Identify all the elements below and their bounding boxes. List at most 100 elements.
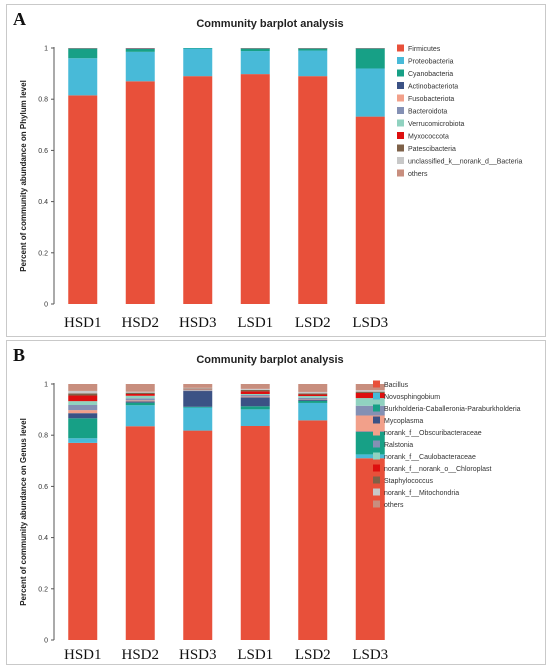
legend-swatch <box>397 69 404 77</box>
legend-swatch <box>397 82 404 89</box>
bar-segment <box>183 48 213 77</box>
legend-swatch <box>373 428 380 436</box>
legend-swatch <box>373 476 380 484</box>
bar-segment <box>240 396 270 398</box>
panel-a: A Community barplot analysis Percent of c… <box>6 4 546 337</box>
bar-segment <box>240 389 270 392</box>
legend-swatch <box>397 94 404 102</box>
legend-label: norank_f__norank_o__Chloroplast <box>384 466 491 473</box>
panel-letter-b: B <box>13 345 26 365</box>
bar-segment <box>240 51 270 75</box>
legend-swatch <box>373 404 380 412</box>
legend-swatch <box>397 119 404 127</box>
bar-segment <box>183 389 213 391</box>
x-tick-label: LSD3 <box>352 315 388 331</box>
bar-segment <box>355 454 385 459</box>
legend-swatch <box>397 44 404 52</box>
bar-segment <box>125 51 155 82</box>
bar-segment <box>298 399 328 400</box>
x-tick-label: LSD2 <box>295 315 331 331</box>
legend-swatch <box>373 452 380 460</box>
legend-label: Mycoplasma <box>384 418 423 425</box>
bar-segment <box>183 430 213 640</box>
x-tick-label: HSD3 <box>179 647 217 663</box>
legend-label: Verrucomicrobiota <box>408 121 465 128</box>
bar-segment <box>355 68 385 117</box>
legend-label: unclassified_k__norank_d__Bacteria <box>408 159 523 166</box>
bar-segment <box>355 391 385 393</box>
legend-label: Cyanobacteria <box>408 71 453 78</box>
bar-segment <box>298 391 328 394</box>
bar-segment <box>68 393 98 396</box>
bar-segment <box>240 425 270 640</box>
bar-segment <box>298 384 328 392</box>
bar-segment <box>68 384 98 391</box>
bar-segment <box>355 390 385 392</box>
bar-segment <box>125 392 155 394</box>
bar-segment <box>355 384 385 391</box>
y-tick-label: 0 <box>44 638 48 645</box>
bar-segment <box>298 399 328 401</box>
bar-segment <box>355 48 385 69</box>
y-tick-label: 0.4 <box>38 535 48 542</box>
bar-segment <box>125 81 155 304</box>
y-tick-label: 0.8 <box>38 97 48 104</box>
legend-swatch <box>373 488 380 496</box>
bar-segment <box>298 393 328 395</box>
legend-swatch <box>373 380 380 388</box>
x-tick-label: LSD1 <box>237 315 273 331</box>
legend-swatch <box>373 440 380 448</box>
legend-label: Firmicutes <box>408 46 441 53</box>
bar-segment <box>298 50 328 77</box>
bar-segment <box>355 431 385 432</box>
legend-label: norank_f__Caulobacteraceae <box>384 454 476 461</box>
bar-segment <box>68 438 98 443</box>
panel-letter-a: A <box>13 9 26 29</box>
bar-segment <box>183 384 213 388</box>
bar-segment <box>298 76 328 304</box>
panel-b: B Community barplot analysis Percent of c… <box>6 340 546 665</box>
legend: Firmicutes Proteobacteria Cyanobacteria Act… <box>397 44 523 178</box>
bar-segment <box>240 384 270 389</box>
x-tick-label: LSD3 <box>352 647 388 663</box>
y-tick-label: 0.2 <box>38 586 48 593</box>
phylum-stacked-bar-chart: Community barplot analysis Percent of com… <box>19 18 523 331</box>
y-tick-label: 0 <box>44 302 48 309</box>
y-tick-label: 0.6 <box>38 148 48 155</box>
x-tick-label: HSD3 <box>179 315 217 331</box>
bar-segment <box>68 413 98 419</box>
bar-segment <box>240 395 270 397</box>
genus-stacked-bar-chart: Community barplot analysis Percent of com… <box>19 354 521 663</box>
bar-segment <box>183 387 213 389</box>
legend-label: Proteobacteria <box>408 59 454 66</box>
bar-segment <box>125 393 155 396</box>
bar-segment <box>240 74 270 304</box>
legend-label: others <box>384 502 404 509</box>
legend-label: Burkholderia-Caballeronia-Paraburkholder… <box>384 406 521 413</box>
bar-segment <box>240 409 270 426</box>
legend-swatch <box>397 132 404 139</box>
bar-segment <box>355 415 385 432</box>
legend-label: Myxococcota <box>408 134 449 141</box>
bar-segment <box>125 48 155 49</box>
x-tick-label: HSD2 <box>121 647 159 663</box>
bar-segment <box>183 390 213 391</box>
legend-swatch <box>373 464 380 472</box>
y-tick-label: 0.2 <box>38 250 48 257</box>
bar-segment <box>183 76 213 304</box>
bar-segment <box>240 393 270 396</box>
bar-segment <box>355 458 385 640</box>
legend-swatch <box>397 57 404 64</box>
bar-segment <box>355 431 385 455</box>
bar-segment <box>298 402 328 421</box>
bar-segment <box>355 398 385 406</box>
x-tick-label: HSD1 <box>64 647 102 663</box>
x-tick-label: LSD2 <box>295 647 331 663</box>
y-axis-label: Percent of community abundance on Phylum… <box>19 80 28 272</box>
bar-segment <box>125 384 155 392</box>
bar-segment <box>240 397 270 407</box>
legend-label: Novosphingobium <box>384 394 440 401</box>
bar-segment <box>68 48 98 59</box>
legend-label: Bacillus <box>384 382 409 389</box>
bar-segment <box>68 95 98 304</box>
